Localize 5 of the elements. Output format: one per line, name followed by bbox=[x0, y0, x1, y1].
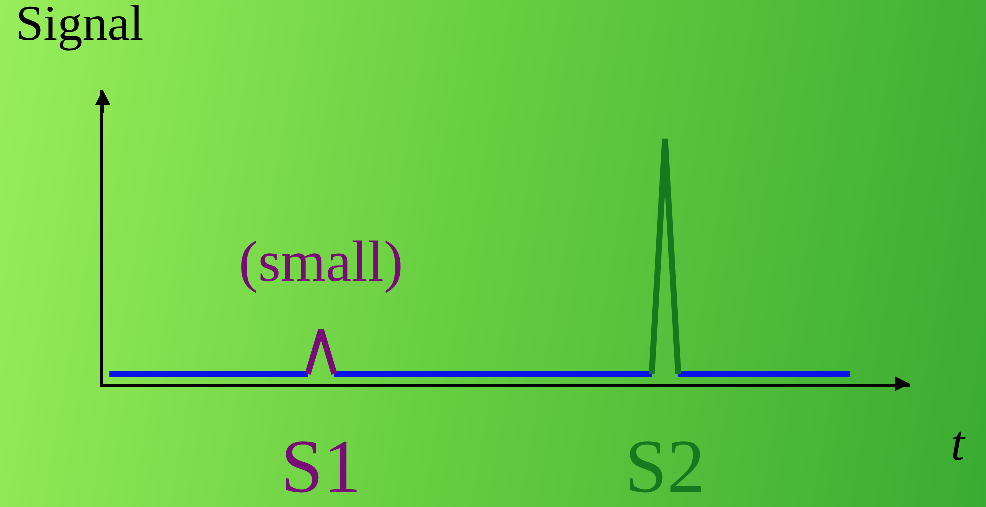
x-tick-label: S1 bbox=[281, 425, 362, 507]
x-axis-title: t bbox=[951, 415, 966, 471]
x-tick-label: S2 bbox=[625, 425, 706, 507]
y-axis-title: Signal bbox=[16, 0, 144, 51]
annotation: (small) bbox=[239, 229, 404, 294]
